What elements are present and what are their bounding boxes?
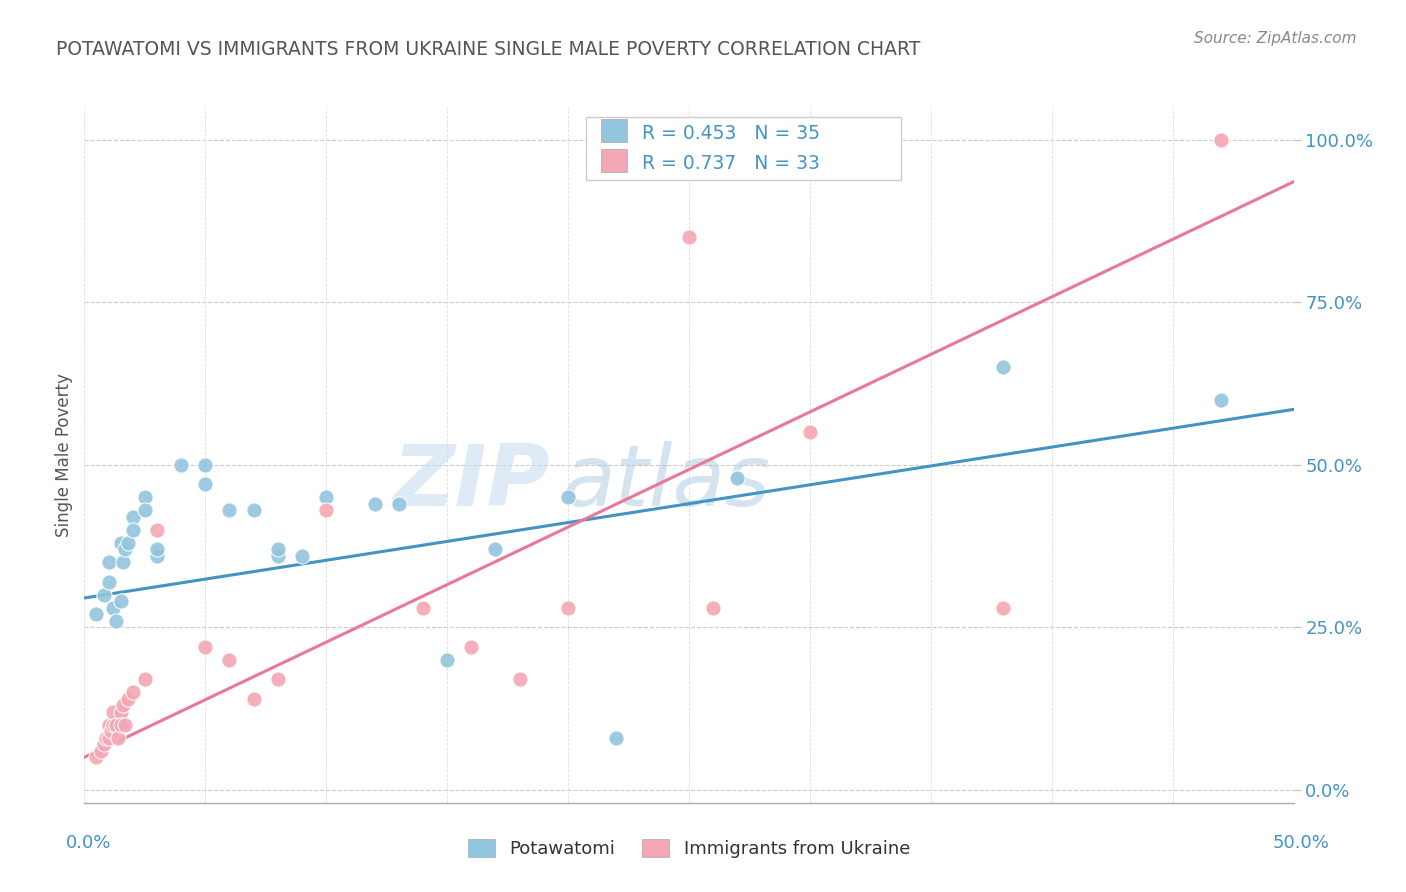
Point [103, 600, 125, 615]
Point [90, 744, 112, 758]
Point [194, 458, 217, 472]
Point [110, 718, 132, 732]
Point [86, 750, 108, 764]
Point [242, 691, 264, 706]
Point [134, 503, 156, 517]
Point [509, 672, 531, 686]
Point [110, 705, 132, 719]
Point [993, 600, 1015, 615]
Text: atlas: atlas [562, 442, 770, 524]
Point [993, 360, 1015, 375]
Point [97, 718, 120, 732]
Bar [600, 149, 627, 172]
Point [100, 724, 122, 739]
Point [94, 731, 117, 745]
Point [315, 503, 337, 517]
Point [267, 542, 290, 557]
Point [315, 490, 337, 504]
Point [702, 600, 724, 615]
Point [1209, 132, 1232, 146]
Text: 0.0%: 0.0% [66, 834, 111, 852]
Point [678, 230, 700, 244]
Point [134, 490, 156, 504]
Point [121, 523, 143, 537]
Point [267, 549, 290, 563]
Point [112, 555, 135, 569]
Point [117, 535, 139, 549]
Point [146, 542, 169, 557]
Point [112, 698, 135, 713]
Point [460, 640, 482, 654]
Point [121, 509, 143, 524]
Text: R = 0.453   N = 35: R = 0.453 N = 35 [641, 124, 820, 143]
Point [194, 640, 217, 654]
Text: Source: ZipAtlas.com: Source: ZipAtlas.com [1194, 31, 1357, 46]
Point [557, 600, 579, 615]
Point [267, 672, 290, 686]
Point [114, 718, 136, 732]
Point [114, 542, 136, 557]
Point [291, 549, 314, 563]
Point [194, 477, 217, 491]
Point [242, 503, 264, 517]
Legend: Potawatomi, Immigrants from Ukraine: Potawatomi, Immigrants from Ukraine [463, 833, 915, 863]
Point [725, 471, 748, 485]
Point [97, 731, 120, 745]
Text: R = 0.737   N = 33: R = 0.737 N = 33 [641, 154, 820, 173]
Y-axis label: Single Male Poverty: Single Male Poverty [55, 373, 73, 537]
Point [799, 425, 821, 439]
Point [484, 542, 506, 557]
Text: ZIP: ZIP [392, 442, 550, 524]
Point [134, 672, 156, 686]
Point [86, 607, 108, 622]
Point [93, 588, 115, 602]
Point [146, 523, 169, 537]
Point [121, 685, 143, 699]
Text: 50.0%: 50.0% [1272, 834, 1329, 852]
Point [170, 458, 193, 472]
Point [218, 503, 240, 517]
Point [103, 718, 125, 732]
Point [110, 594, 132, 608]
Point [1209, 392, 1232, 407]
Point [388, 497, 411, 511]
Bar [600, 119, 627, 142]
Point [97, 555, 120, 569]
Point [103, 705, 125, 719]
Point [117, 691, 139, 706]
Point [436, 653, 458, 667]
Point [104, 614, 127, 628]
Point [605, 731, 627, 745]
Text: POTAWATOMI VS IMMIGRANTS FROM UKRAINE SINGLE MALE POVERTY CORRELATION CHART: POTAWATOMI VS IMMIGRANTS FROM UKRAINE SI… [56, 40, 921, 59]
Point [107, 731, 129, 745]
Point [412, 600, 434, 615]
Point [146, 549, 169, 563]
FancyBboxPatch shape [586, 118, 901, 180]
Point [110, 535, 132, 549]
Point [97, 574, 120, 589]
Point [218, 653, 240, 667]
Point [363, 497, 385, 511]
Point [104, 718, 127, 732]
Point [93, 737, 115, 751]
Point [557, 490, 579, 504]
